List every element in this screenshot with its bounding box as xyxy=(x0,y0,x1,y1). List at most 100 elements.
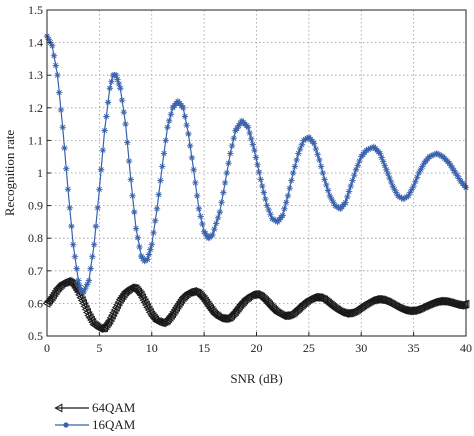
data-point xyxy=(221,179,229,186)
data-point xyxy=(206,304,215,313)
legend-label: 16QAM xyxy=(92,417,136,432)
x-tick-label: 20 xyxy=(251,341,263,355)
data-point xyxy=(333,203,341,210)
data-point xyxy=(170,305,179,315)
data-point xyxy=(302,136,309,143)
data-point xyxy=(103,317,112,327)
data-point xyxy=(449,164,456,172)
data-point xyxy=(147,310,156,320)
data-point xyxy=(188,154,196,161)
x-tick-label: 5 xyxy=(96,341,102,355)
data-point xyxy=(228,309,237,319)
data-point xyxy=(212,220,220,227)
data-point xyxy=(148,241,155,248)
x-tick-label: 40 xyxy=(460,341,472,355)
data-point xyxy=(244,124,252,131)
data-point xyxy=(252,154,260,161)
data-point xyxy=(303,135,311,142)
data-point xyxy=(71,253,79,260)
data-point xyxy=(229,308,238,318)
data-point xyxy=(164,124,171,131)
data-point xyxy=(69,241,77,248)
data-point xyxy=(386,174,393,182)
data-point xyxy=(76,282,83,289)
data-point xyxy=(233,303,242,313)
data-point xyxy=(155,191,162,198)
data-point xyxy=(419,163,426,170)
data-point xyxy=(160,150,168,157)
data-point xyxy=(112,72,120,79)
data-point xyxy=(392,189,400,196)
data-point xyxy=(162,315,171,325)
data-point xyxy=(168,309,177,319)
data-point xyxy=(236,300,245,310)
data-point xyxy=(194,289,203,299)
data-point xyxy=(429,151,437,159)
data-point xyxy=(115,80,123,88)
x-tick-label: 10 xyxy=(146,341,158,355)
data-point xyxy=(203,232,211,240)
data-point xyxy=(435,151,442,158)
data-point xyxy=(99,323,108,333)
data-point xyxy=(389,182,396,190)
data-point xyxy=(438,152,445,160)
data-point xyxy=(387,178,395,186)
data-point xyxy=(399,195,407,203)
data-point xyxy=(71,283,80,293)
data-point xyxy=(54,72,61,79)
data-point xyxy=(68,279,77,289)
legend-marker xyxy=(54,403,63,413)
data-point xyxy=(220,189,227,196)
legend-item-64qam: 64QAM xyxy=(54,400,136,415)
data-point xyxy=(204,302,213,312)
data-point xyxy=(427,152,435,160)
x-tick-label: 30 xyxy=(355,341,367,355)
data-point xyxy=(147,246,154,253)
data-point xyxy=(366,145,374,152)
data-point xyxy=(227,150,234,157)
data-point xyxy=(446,160,453,167)
data-point xyxy=(56,89,63,96)
data-point xyxy=(179,104,187,111)
data-point xyxy=(248,135,255,142)
data-point xyxy=(85,313,94,323)
y-tick-label: 0.8 xyxy=(28,231,43,245)
data-point xyxy=(145,251,153,258)
data-point xyxy=(87,265,94,272)
data-point xyxy=(134,287,143,297)
data-point xyxy=(61,144,68,152)
data-point xyxy=(246,129,253,137)
data-point xyxy=(175,296,184,306)
data-point xyxy=(44,295,53,305)
data-point xyxy=(455,175,463,182)
data-point xyxy=(129,192,136,200)
data-point xyxy=(171,303,181,312)
data-point xyxy=(426,153,433,160)
y-tick-label: 0.7 xyxy=(28,264,43,278)
data-point xyxy=(326,192,334,200)
data-point xyxy=(211,226,218,233)
data-point xyxy=(102,319,111,329)
data-point xyxy=(281,205,288,213)
data-point xyxy=(269,215,276,222)
data-point xyxy=(408,186,416,193)
data-point xyxy=(118,96,126,104)
data-point xyxy=(376,150,384,157)
data-point xyxy=(159,163,166,170)
data-point xyxy=(202,298,211,308)
data-point xyxy=(153,205,161,213)
data-point xyxy=(82,284,89,292)
data-point xyxy=(323,181,330,189)
data-point xyxy=(291,163,299,170)
data-point xyxy=(193,192,201,200)
data-point xyxy=(234,301,243,311)
data-point xyxy=(317,163,325,170)
data-point xyxy=(199,220,206,228)
data-point xyxy=(127,176,134,183)
data-point xyxy=(54,282,63,292)
data-point xyxy=(97,166,105,173)
data-point xyxy=(391,186,398,193)
data-point xyxy=(89,253,96,260)
data-point xyxy=(117,293,126,303)
data-point xyxy=(263,202,271,209)
